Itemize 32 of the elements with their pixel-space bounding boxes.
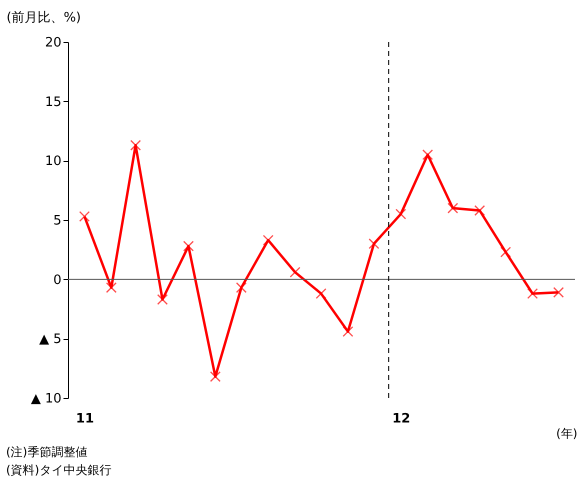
- y-tick-label: ▲ 5: [39, 332, 62, 348]
- y-axis-title: (前月比、%): [6, 10, 81, 26]
- point: [236, 282, 247, 294]
- point: [500, 246, 512, 258]
- point: [106, 282, 117, 294]
- y-tick-label: 20: [44, 36, 62, 50]
- point: [474, 205, 486, 216]
- x-tick-label: 12: [392, 412, 410, 426]
- point: [79, 211, 90, 222]
- point: [262, 234, 274, 246]
- point: [183, 240, 194, 252]
- point: [553, 286, 564, 298]
- y-tick-label: 5: [53, 214, 62, 228]
- y-tick-label: ▲ 10: [30, 392, 62, 406]
- point: [210, 371, 221, 382]
- point: [290, 266, 300, 278]
- x-tick-label: 11: [76, 412, 94, 426]
- y-tick-label: 0: [53, 272, 62, 288]
- point: [527, 288, 538, 299]
- x-axis-title: (年): [556, 426, 578, 440]
- y-tick-label: 10: [44, 154, 62, 170]
- point: [422, 149, 434, 160]
- point: [395, 208, 406, 220]
- point: [130, 140, 141, 151]
- text: (資料)タイ中央銀行: [6, 463, 112, 477]
- point: [342, 326, 354, 337]
- point: [447, 202, 458, 214]
- point: [157, 294, 168, 305]
- point: [316, 288, 326, 299]
- text: (注)季節調整値: [6, 445, 88, 459]
- point: [368, 238, 380, 250]
- y-tick-label: 15: [44, 94, 62, 110]
